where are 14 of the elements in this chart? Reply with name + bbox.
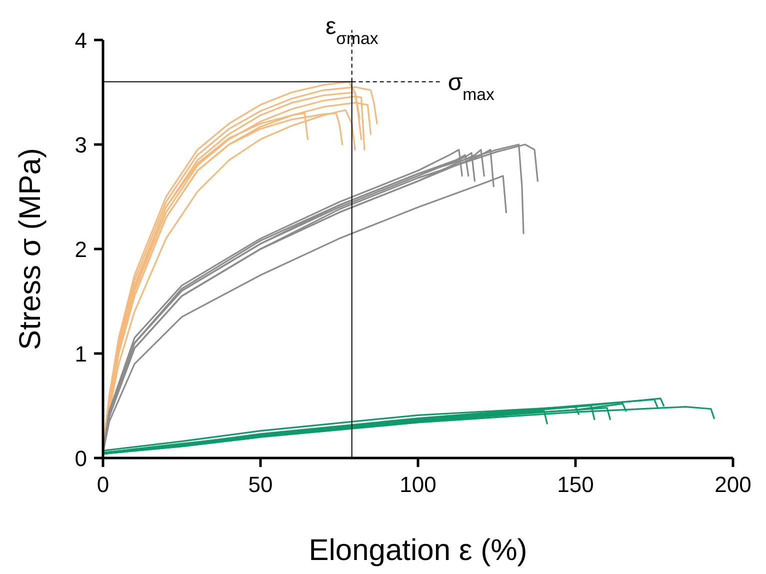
x-tick-label: 150 xyxy=(557,472,594,497)
ref-line-label: σ$_{max}$ xyxy=(448,68,495,104)
y-axis-title: Stress σ (MPa) xyxy=(14,148,47,350)
y-tick-label: 4 xyxy=(74,28,87,53)
y-tick-label: 2 xyxy=(74,237,87,262)
y-tick-label: 0 xyxy=(74,446,87,471)
y-tick-label: 3 xyxy=(74,132,87,158)
x-tick-label: 100 xyxy=(400,472,436,497)
x-tick-label: 200 xyxy=(714,472,752,497)
x-tick-label: 50 xyxy=(248,472,273,497)
x-axis-title: Elongation ε (%) xyxy=(308,534,528,567)
ref-line-label: ε$_{σmax}$ xyxy=(325,13,379,48)
y-tick-label: 1 xyxy=(74,342,87,366)
x-tick-label: 0 xyxy=(96,472,110,497)
